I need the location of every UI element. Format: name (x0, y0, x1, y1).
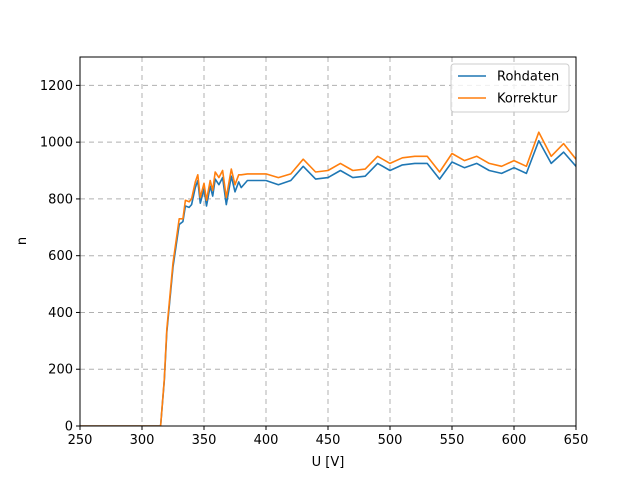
y-tick-label: 0 (65, 420, 73, 435)
y-tick-label: 400 (48, 306, 73, 321)
y-axis-label: n (15, 237, 30, 245)
x-axis-label: U [V] (312, 455, 345, 470)
x-tick-label: 300 (130, 433, 155, 448)
series-line-korrektur (80, 131, 576, 426)
x-tick-label: 550 (440, 433, 465, 448)
series-lines (80, 131, 576, 426)
y-tick-label: 600 (48, 249, 73, 264)
y-tick-label: 200 (48, 363, 73, 378)
x-tick-label: 250 (68, 433, 93, 448)
y-tick-label: 800 (48, 192, 73, 207)
x-tick-label: 450 (316, 433, 341, 448)
legend: Rohdaten Korrektur (450, 63, 570, 113)
legend-label-korrektur: Korrektur (497, 92, 558, 107)
y-tick-label: 1000 (40, 136, 73, 151)
x-tick-label: 350 (192, 433, 217, 448)
x-tick-label: 500 (378, 433, 403, 448)
x-tick-label: 400 (254, 433, 279, 448)
series-line-rohdaten (80, 139, 576, 426)
x-tick-label: 600 (502, 433, 527, 448)
y-tick-label: 1200 (40, 79, 73, 94)
legend-label-rohdaten: Rohdaten (497, 70, 559, 85)
x-tick-label: 650 (564, 433, 589, 448)
axis-ticks: 250 300 350 400 450 500 550 600 650 0 200 400 600 800… (40, 79, 589, 448)
